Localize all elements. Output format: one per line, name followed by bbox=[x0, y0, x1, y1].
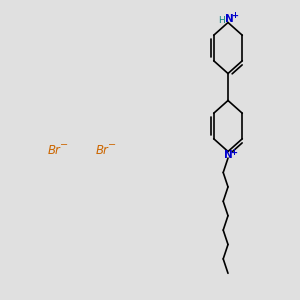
Text: Br: Br bbox=[96, 143, 109, 157]
Text: −: − bbox=[60, 140, 69, 150]
Text: +: + bbox=[230, 148, 238, 157]
Text: N: N bbox=[224, 150, 232, 160]
Text: Br: Br bbox=[48, 143, 61, 157]
Text: −: − bbox=[108, 140, 117, 150]
Text: N: N bbox=[224, 14, 233, 24]
Text: H: H bbox=[218, 16, 224, 25]
Text: +: + bbox=[231, 11, 238, 20]
